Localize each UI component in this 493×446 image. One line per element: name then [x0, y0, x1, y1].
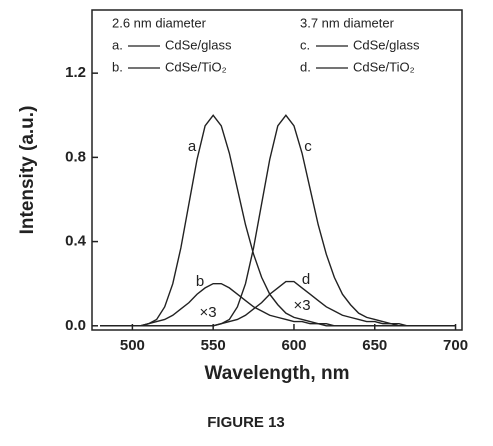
- curve-label: d: [302, 271, 310, 288]
- annotation: ×3: [293, 297, 310, 314]
- y-tick-label: 0.8: [65, 148, 86, 165]
- legend-label: CdSe/TiO₂: [353, 59, 415, 74]
- legend-label: CdSe/glass: [165, 37, 232, 52]
- annotation: ×3: [199, 304, 216, 321]
- legend-label: CdSe/glass: [353, 37, 420, 52]
- curve: [100, 114, 456, 327]
- curve-label: a: [188, 138, 197, 155]
- y-tick-label: 1.2: [65, 64, 86, 81]
- x-tick-label: 550: [201, 337, 226, 354]
- legend-group-title: 3.7 nm diameter: [300, 15, 395, 30]
- legend-key: d.: [300, 59, 311, 74]
- y-axis-title: Intensity (a.u.): [17, 106, 38, 235]
- y-tick-label: 0.0: [65, 317, 86, 334]
- legend-group-title: 2.6 nm diameter: [112, 15, 207, 30]
- curve-label: b: [196, 273, 204, 290]
- plot-frame: [91, 9, 463, 331]
- y-tick-label: 0.4: [65, 233, 87, 250]
- curve: [100, 280, 456, 327]
- x-tick-label: 650: [362, 337, 387, 354]
- legend-label: CdSe/TiO₂: [165, 59, 227, 74]
- curve-label: c: [304, 138, 312, 155]
- x-tick-label: 500: [120, 337, 145, 354]
- legend-key: c.: [300, 37, 310, 52]
- x-tick-label: 700: [443, 337, 468, 354]
- x-tick-label: 600: [281, 337, 306, 354]
- x-axis-title: Wavelength, nm: [205, 363, 350, 384]
- legend-key: b.: [112, 59, 123, 74]
- legend-key: a.: [112, 37, 123, 52]
- figure-caption: FIGURE 13: [207, 414, 285, 431]
- curve: [100, 114, 456, 327]
